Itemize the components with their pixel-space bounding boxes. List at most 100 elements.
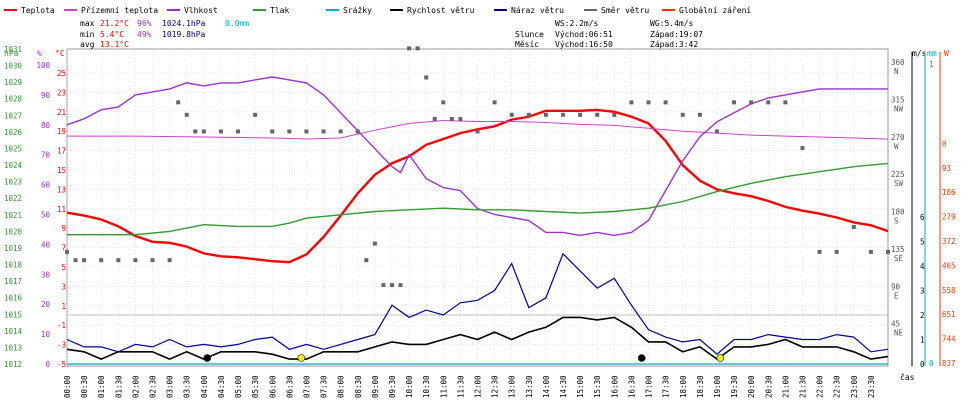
dir-tick-deg: 45: [891, 320, 900, 329]
mm-tick: 1: [929, 60, 934, 69]
time-tick: 14:00: [542, 375, 551, 398]
pct-tick: 50: [41, 211, 51, 220]
pct-tick: 0: [45, 360, 50, 369]
series-pressure: [67, 162, 889, 236]
direction-point: [578, 112, 583, 117]
legend-label: Tlak: [270, 6, 289, 15]
c-tick: 1: [61, 302, 66, 311]
direction-point: [150, 258, 155, 263]
ms-tick: 3: [920, 287, 925, 296]
direction-point: [193, 129, 198, 134]
legend-label: Srážky: [343, 6, 372, 15]
direction-point: [184, 112, 189, 117]
direction-point: [65, 249, 69, 254]
moon-label: Měsíc: [515, 40, 539, 49]
w-axis-label: W: [944, 49, 949, 58]
dir-tick-name: E: [894, 291, 899, 300]
stats-avg-temp: 13.1°C: [100, 40, 129, 49]
direction-point: [364, 258, 369, 263]
direction-point: [381, 283, 386, 288]
pct-tick: 60: [41, 181, 51, 190]
time-tick: 13:00: [508, 375, 517, 398]
hpa-tick: 1020: [4, 227, 23, 236]
direction-point: [82, 258, 87, 263]
cas-label: čas: [900, 372, 915, 382]
c-tick: 25: [57, 69, 66, 78]
time-tick: 17:30: [662, 375, 671, 398]
c-tick: 23: [57, 88, 66, 97]
direction-point: [663, 100, 668, 105]
direction-point: [398, 283, 403, 288]
time-tick: 19:30: [730, 375, 739, 398]
series-gust: [66, 252, 889, 355]
c-tick: 7: [61, 244, 66, 253]
direction-point: [646, 100, 651, 105]
time-tick: 03:30: [183, 375, 192, 398]
c-tick: 19: [57, 127, 66, 136]
direction-point: [800, 146, 805, 151]
series-humidity: [66, 76, 888, 237]
c-tick: 21: [57, 108, 66, 117]
hpa-tick: 1023: [4, 178, 22, 187]
c-tick: -1: [57, 321, 66, 330]
ms-tick: 6: [920, 213, 925, 222]
dir-tick-name: NE: [894, 329, 904, 338]
direction-point: [732, 100, 737, 105]
time-tick: 21:30: [798, 375, 807, 398]
c-tick: -5: [57, 360, 66, 369]
direction-point: [868, 249, 873, 254]
time-tick: 21:00: [781, 375, 790, 398]
dir-tick-deg: 90: [891, 282, 901, 291]
dir-tick-name: N: [894, 67, 899, 76]
time-tick: 15:30: [593, 375, 602, 398]
stats-max-press: 1024.1hPa: [162, 19, 206, 28]
time-tick: 11:00: [439, 375, 448, 398]
direction-point: [595, 112, 600, 117]
w-tick: 837: [942, 359, 956, 368]
time-tick: 07:30: [320, 375, 329, 398]
dir-tick-deg: 315: [891, 95, 905, 104]
pct-tick: 20: [41, 300, 51, 309]
time-tick: 13:30: [525, 375, 534, 398]
hpa-tick: 1013: [4, 343, 22, 352]
w-tick: 744: [942, 335, 956, 344]
hpa-tick: 1026: [4, 128, 23, 137]
time-tick: 06:00: [268, 375, 277, 398]
time-tick: 11:30: [456, 375, 465, 398]
time-tick: 01:00: [97, 375, 106, 398]
dir-tick-name: NW: [894, 104, 904, 113]
direction-point: [99, 258, 104, 263]
ms-tick: 4: [920, 262, 925, 271]
stats-min-press: 1019.8hPa: [162, 30, 206, 39]
time-tick: 20:30: [764, 375, 773, 398]
time-tick: 16:00: [610, 375, 619, 398]
direction-point: [783, 100, 788, 105]
w-tick: 0: [942, 139, 947, 148]
direction-point: [424, 75, 429, 80]
pct-tick: 40: [41, 240, 51, 249]
pct-tick: 100: [36, 61, 50, 70]
time-tick: 18:00: [679, 375, 688, 398]
direction-point: [492, 100, 497, 105]
hpa-tick: 1012: [4, 360, 22, 369]
time-tick: 22:30: [833, 375, 842, 398]
dir-tick-deg: 360: [891, 58, 905, 67]
w-tick: 558: [942, 286, 956, 295]
time-tick: 12:00: [474, 375, 483, 398]
hpa-tick: 1027: [4, 111, 22, 120]
dir-tick-name: S: [894, 217, 899, 226]
legend-label: Vlhkost: [184, 6, 218, 15]
sun-rise: Východ:06:51: [555, 30, 613, 39]
stats-min-temp: 5.4°C: [100, 30, 124, 39]
pct-axis-label: %: [37, 49, 42, 58]
hpa-tick: 1029: [4, 78, 22, 87]
dir-tick-deg: 270: [891, 133, 905, 142]
direction-point: [449, 116, 454, 121]
w-tick: 279: [942, 213, 956, 222]
moon-rise-marker: [637, 354, 646, 362]
wind-ws: WS:2.2m/s: [555, 19, 599, 28]
hpa-tick: 1021: [4, 211, 22, 220]
ms-tick: 1: [920, 336, 925, 345]
sunrise-marker: [297, 354, 306, 362]
time-tick: 18:30: [696, 375, 705, 398]
